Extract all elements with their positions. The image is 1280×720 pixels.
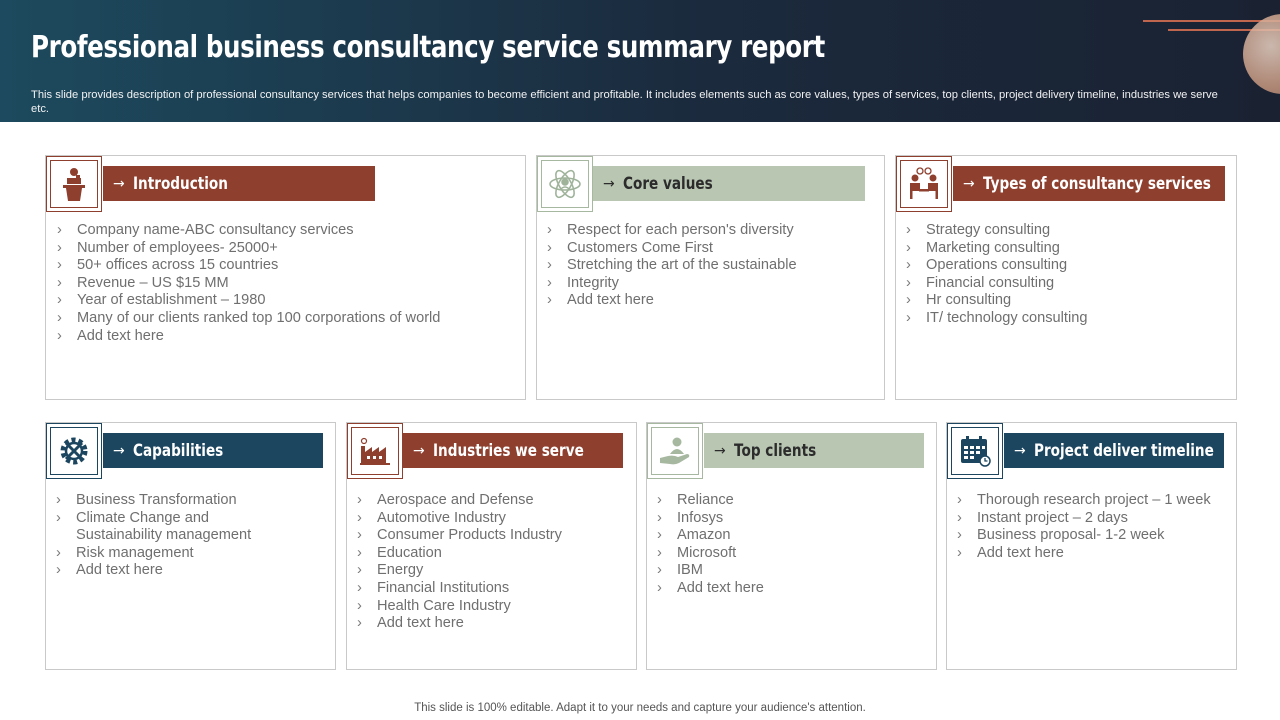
arrow-icon: → [113,442,125,459]
list-item: Hr consulting [906,292,1231,310]
core-values-banner: → Core values [593,166,865,201]
header-bar: Professional business consultancy servic… [0,0,1280,122]
list-item: Number of employees- 25000+ [57,240,517,258]
list-item: Consumer Products Industry [357,527,632,545]
top-clients-banner: → Top clients [704,433,924,468]
footer-note: This slide is 100% editable. Adapt it to… [414,702,866,714]
arrow-icon: → [413,442,425,459]
top-clients-list: Reliance Infosys Amazon Microsoft IBM Ad… [657,492,932,598]
decor-line [1168,29,1280,31]
core-values-title: Core values [622,173,713,194]
list-item: Revenue – US $15 MM [57,275,517,293]
list-item: Financial consulting [906,275,1231,293]
list-item: Add text here [547,292,877,310]
list-item: Microsoft [657,545,932,563]
list-item: Automotive Industry [357,510,632,528]
decor-line [1143,20,1280,22]
hand-person-icon [647,423,703,479]
list-item: Add text here [56,562,326,580]
decor-circle [1243,14,1280,94]
factory-icon [347,423,403,479]
list-item: Add text here [957,545,1232,563]
list-item: Health Care Industry [357,598,632,616]
calendar-icon [947,423,1003,479]
timeline-title: Project deliver timeline [1033,440,1214,461]
list-item: Integrity [547,275,877,293]
arrow-icon: → [1014,442,1026,459]
list-item: Respect for each person's diversity [547,222,877,240]
industries-title: Industries we serve [432,440,584,461]
introduction-banner: → Introduction [103,166,375,201]
capabilities-list: Business Transformation Climate Change a… [56,492,326,580]
industries-list: Aerospace and Defense Automotive Industr… [357,492,632,633]
timeline-banner: → Project deliver timeline [1004,433,1224,468]
list-item: 50+ offices across 15 countries [57,257,517,275]
consultation-people-icon [896,156,952,212]
top-clients-title: Top clients [733,440,816,461]
atom-person-icon [537,156,593,212]
list-item: Financial Institutions [357,580,632,598]
list-item: Business Transformation [56,492,326,510]
list-item: Business proposal- 1-2 week [957,527,1232,545]
list-item: Customers Come First [547,240,877,258]
list-item: Risk management [56,545,326,563]
page-title: Professional business consultancy servic… [31,30,825,65]
list-item: Marketing consulting [906,240,1231,258]
list-item: IT/ technology consulting [906,310,1231,328]
speaker-podium-icon [46,156,102,212]
page-subtitle: This slide provides description of profe… [31,89,1218,115]
list-item: Company name-ABC consultancy services [57,222,517,240]
list-item: Strategy consulting [906,222,1231,240]
list-item: Education [357,545,632,563]
arrow-icon: → [714,442,726,459]
arrow-icon: → [113,175,125,192]
capabilities-title: Capabilities [132,440,224,461]
list-item: IBM [657,562,932,580]
list-item: Year of establishment – 1980 [57,292,517,310]
arrow-icon: → [603,175,615,192]
types-title: Types of consultancy services [982,173,1211,194]
list-item: Energy [357,562,632,580]
introduction-list: Company name-ABC consultancy services Nu… [57,222,517,345]
list-item: Amazon [657,527,932,545]
list-item: Infosys [657,510,932,528]
list-item: Operations consulting [906,257,1231,275]
list-item: Thorough research project – 1 week [957,492,1232,510]
list-item: Stretching the art of the sustainable [547,257,877,275]
list-item: Add text here [657,580,932,598]
introduction-title: Introduction [132,173,228,194]
gear-tools-icon [46,423,102,479]
list-item: Reliance [657,492,932,510]
arrow-icon: → [963,175,975,192]
list-item: Aerospace and Defense [357,492,632,510]
timeline-list: Thorough research project – 1 week Insta… [957,492,1232,562]
list-item: Many of our clients ranked top 100 corpo… [57,310,517,328]
types-list: Strategy consulting Marketing consulting… [906,222,1231,328]
list-item: Add text here [357,615,632,633]
core-values-list: Respect for each person's diversity Cust… [547,222,877,310]
list-item: Instant project – 2 days [957,510,1232,528]
capabilities-banner: → Capabilities [103,433,323,468]
list-item: Climate Change and Sustainability manage… [56,510,276,545]
industries-banner: → Industries we serve [403,433,623,468]
types-banner: → Types of consultancy services [953,166,1225,201]
list-item: Add text here [57,328,517,346]
